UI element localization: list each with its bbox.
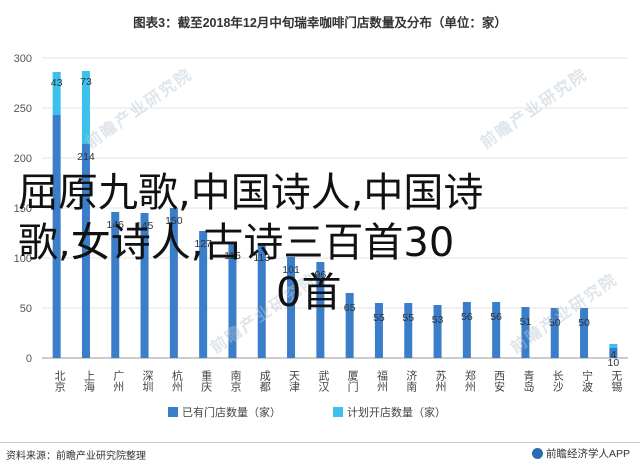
bar-existing: [609, 348, 618, 358]
logo-icon: [531, 448, 543, 459]
data-label-existing: 146: [106, 219, 124, 231]
bar-existing: [257, 245, 266, 358]
data-label-existing: 65: [344, 302, 356, 314]
data-label-existing: 113: [253, 252, 270, 264]
bar-existing: [111, 212, 120, 358]
legend-label-existing: 已有门店数量（家）: [182, 405, 281, 419]
bar-existing: [140, 213, 149, 358]
bar-existing: [374, 303, 383, 358]
data-label-planned: 73: [80, 76, 92, 88]
x-tick-label: 西安: [493, 370, 506, 393]
x-tick-label: 成都: [258, 370, 271, 392]
bar-existing: [287, 257, 296, 358]
data-label-existing: 51: [520, 316, 532, 328]
x-tick-label: 无锡: [610, 370, 623, 393]
bar-existing: [228, 243, 237, 358]
overlay-caption: 屈原九歌,中国诗人,中国诗 歌,女诗人,古诗三百首30 0首: [18, 168, 578, 318]
data-label-existing: 150: [165, 215, 183, 227]
bar-existing: [550, 308, 559, 358]
x-tick-label: 武汉: [317, 370, 330, 393]
overlay-line-1: 屈原九歌,中国诗人,中国诗: [18, 170, 484, 216]
brand-logo: 前瞻经济学人APP: [531, 446, 630, 461]
data-label-existing: 50: [578, 317, 590, 329]
x-tick-label: 南京: [229, 370, 242, 393]
bar-existing: [169, 208, 178, 358]
x-tick-label: 重庆: [200, 369, 213, 393]
data-label-existing: 56: [490, 311, 502, 323]
x-tick-label: 青岛: [522, 370, 535, 393]
x-tick-label: 广州: [112, 370, 125, 392]
x-tick-label: 苏州: [434, 370, 447, 392]
data-label-existing: 56: [461, 311, 473, 323]
y-tick-label: 150: [14, 203, 32, 215]
y-tick-label: 300: [14, 53, 32, 65]
y-tick-label: 50: [20, 303, 32, 315]
x-tick-label: 宁波: [581, 369, 594, 393]
data-label-existing: 96: [315, 269, 327, 281]
bar-existing: [492, 302, 501, 358]
bar-planned: [609, 344, 618, 348]
bar-existing: [580, 308, 589, 358]
x-tick-label: 天津: [288, 370, 301, 392]
data-label-existing: 127: [194, 238, 212, 250]
x-tick-label: 厦门: [346, 370, 359, 393]
bar-planned: [81, 71, 90, 144]
bar-existing: [404, 303, 413, 358]
bar-existing: [199, 231, 208, 358]
legend-swatch-planned: [333, 407, 343, 417]
source-note: 资料来源：前瞻产业研究院整理: [6, 451, 146, 462]
data-label-existing: 50: [549, 317, 561, 329]
x-tick-label: 济南: [405, 369, 418, 392]
bar-chart: 0 50 100 150 200 250 300 43 北京 73 214 上海 146 广州 145 深圳 1…: [14, 53, 628, 419]
logo-text: 前瞻经济学人APP: [545, 448, 630, 460]
data-label-planned: 43: [51, 77, 63, 89]
data-label-existing: 101: [282, 264, 300, 276]
y-tick-label: 0: [26, 353, 32, 365]
data-label-existing: 214: [77, 151, 95, 163]
bar-existing: [316, 262, 325, 358]
x-tick-label: 福州: [375, 369, 388, 392]
x-tick-label: 上海: [82, 370, 95, 393]
data-label-existing: 10: [608, 357, 620, 369]
data-label-planned: 4: [610, 349, 616, 361]
bar-existing: [81, 144, 90, 358]
bar-existing: [521, 307, 530, 358]
x-tick-label: 北京: [53, 370, 66, 393]
y-tick-label: 100: [14, 253, 32, 265]
x-tick-label: 郑州: [463, 369, 476, 392]
bar-planned: [52, 72, 61, 115]
data-label-existing: 55: [402, 312, 414, 324]
x-tick-label: 深圳: [141, 370, 154, 392]
bar-existing: [345, 293, 354, 358]
y-tick-label: 250: [14, 103, 32, 115]
data-label-existing: 53: [432, 314, 444, 326]
legend-swatch-existing: [168, 407, 178, 417]
bar-existing: [433, 305, 442, 358]
bar-existing: [462, 302, 471, 358]
overlay-line-3: 0首: [276, 270, 342, 316]
overlay-line-2: 歌,女诗人,古诗三百首30: [18, 220, 455, 266]
x-tick-label: 杭州: [170, 369, 183, 392]
footer: 资料来源：前瞻产业研究院整理 前瞻经济学人APP: [0, 442, 640, 467]
y-tick-label: 200: [14, 153, 32, 165]
legend-label-planned: 计划开店数量（家）: [347, 405, 446, 419]
data-label-existing: 55: [373, 312, 385, 324]
bar-existing: [52, 115, 61, 358]
chart-title: 图表3：截至2018年12月中旬瑞幸咖啡门店数量及分布（单位：家）: [133, 16, 507, 30]
x-tick-label: 长沙: [551, 370, 564, 392]
data-label-existing: 115: [224, 250, 241, 262]
data-label-existing: 145: [136, 220, 154, 232]
